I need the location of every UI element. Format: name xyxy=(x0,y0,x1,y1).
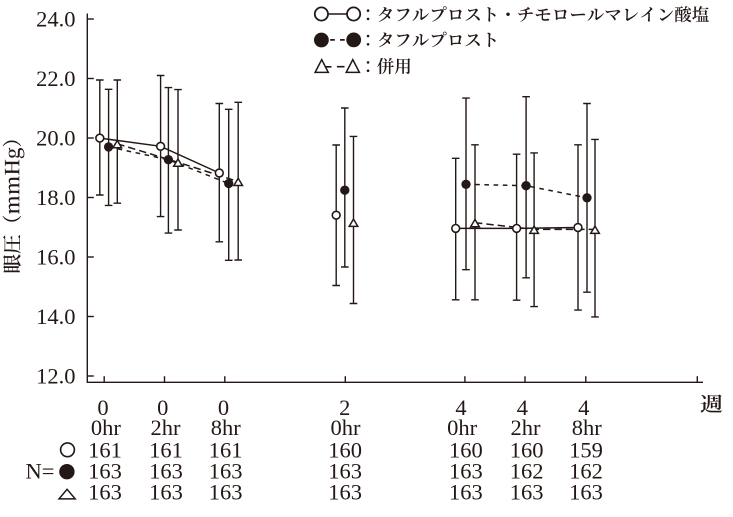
svg-text:8hr: 8hr xyxy=(572,415,603,440)
svg-text:0: 0 xyxy=(97,395,108,420)
svg-text:163: 163 xyxy=(449,459,483,484)
svg-text:162: 162 xyxy=(510,459,544,484)
svg-text:163: 163 xyxy=(569,480,603,505)
svg-text:14.0: 14.0 xyxy=(36,304,75,329)
svg-text:2hr: 2hr xyxy=(151,415,182,440)
svg-text:160: 160 xyxy=(449,438,483,463)
svg-text:22.0: 22.0 xyxy=(36,66,75,91)
svg-text:161: 161 xyxy=(88,438,122,463)
svg-text:163: 163 xyxy=(328,480,362,505)
svg-text:163: 163 xyxy=(209,480,243,505)
svg-text:2: 2 xyxy=(339,395,350,420)
svg-text:159: 159 xyxy=(569,438,603,463)
svg-text:2hr: 2hr xyxy=(511,415,542,440)
svg-text:0: 0 xyxy=(157,395,168,420)
svg-text:16.0: 16.0 xyxy=(36,244,75,269)
svg-text:0hr: 0hr xyxy=(447,415,478,440)
svg-text:20.0: 20.0 xyxy=(36,125,75,150)
svg-text:0: 0 xyxy=(218,395,229,420)
svg-text:24.0: 24.0 xyxy=(36,6,75,31)
svg-text:160: 160 xyxy=(328,438,362,463)
svg-text:4: 4 xyxy=(517,395,528,420)
svg-text:4: 4 xyxy=(578,395,589,420)
svg-text:163: 163 xyxy=(328,459,362,484)
svg-text:160: 160 xyxy=(510,438,544,463)
svg-text:163: 163 xyxy=(88,459,122,484)
svg-text:18.0: 18.0 xyxy=(36,185,75,210)
svg-text:163: 163 xyxy=(149,480,183,505)
svg-text:N=: N= xyxy=(26,459,55,484)
svg-text:4: 4 xyxy=(455,395,466,420)
svg-text:8hr: 8hr xyxy=(211,415,242,440)
svg-text:163: 163 xyxy=(149,459,183,484)
svg-text:12.0: 12.0 xyxy=(36,363,75,388)
svg-text:161: 161 xyxy=(149,438,183,463)
svg-text:163: 163 xyxy=(209,459,243,484)
svg-text:163: 163 xyxy=(449,480,483,505)
svg-text:163: 163 xyxy=(88,480,122,505)
svg-text:0hr: 0hr xyxy=(331,415,362,440)
svg-text:0hr: 0hr xyxy=(91,415,122,440)
svg-text:162: 162 xyxy=(569,459,603,484)
svg-text:163: 163 xyxy=(510,480,544,505)
svg-text:161: 161 xyxy=(209,438,243,463)
